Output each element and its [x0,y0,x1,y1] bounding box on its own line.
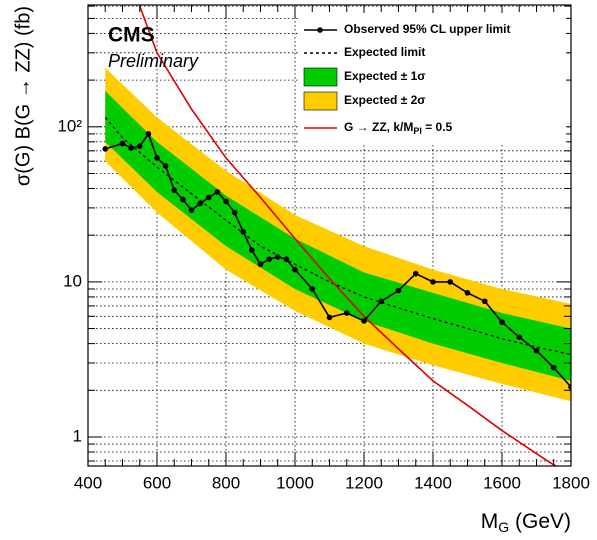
status-label: Preliminary [108,51,199,71]
legend-label: Expected ± 2σ [344,93,426,107]
marker [516,334,523,340]
marker [162,163,169,169]
marker [309,286,316,292]
x-tick-label: 1600 [483,473,521,492]
legend-marker [317,27,323,33]
x-tick-label: 1800 [552,473,590,492]
marker [136,143,143,149]
y-tick-label: 10 [63,271,82,290]
legend-box [298,13,566,145]
marker [499,319,505,325]
marker [188,207,195,213]
legend: Observed 95% CL upper limit Expected limi… [298,13,566,145]
x-tick-label: 800 [212,473,240,492]
legend-label-main: Expected ± 1σ [344,69,426,83]
marker [464,290,471,296]
x-axis-title-suffix: (GeV) [509,510,571,533]
marker [214,189,221,195]
legend-label-main: G → ZZ, k/M [344,120,413,134]
marker [257,261,264,268]
x-tick-label: 1000 [276,473,314,492]
x-axis-title-sub: G [498,519,509,535]
legend-label-suffix: = 0.5 [422,120,453,134]
marker [481,298,488,305]
line [105,132,571,388]
marker [249,247,255,254]
marker [326,314,333,321]
marker [395,287,402,294]
marker [378,298,385,305]
legend-label: Observed 95% CL upper limit [344,22,511,36]
marker [119,140,126,147]
marker [292,266,298,273]
x-axis-title-main: M [481,510,499,533]
marker [154,155,160,161]
y-tick-label: 1 [73,426,82,445]
band [105,91,571,381]
legend-label: Expected ± 1σ [344,69,426,83]
marker [533,347,540,354]
marker [180,196,186,203]
cms-label: CMS [108,24,155,47]
legend-label-main: Expected ± 2σ [344,93,426,107]
marker [274,254,281,260]
marker [343,310,350,316]
marker [550,364,557,371]
marker [231,209,238,216]
axes: 400 600 800 1000 1200 1400 1600 1800 1 10 10² [57,4,590,492]
x-axis-title: MG (GeV) [481,510,571,535]
y-axis-title: σ(G) B(G → ZZ) (fb) [12,6,34,186]
marker [412,270,419,277]
x-tick-label: 400 [74,473,102,492]
marker [197,200,203,207]
legend-label: G → ZZ, k/MPl = 0.5 [344,120,453,136]
x-tick-label: 600 [143,473,171,492]
marker [430,279,436,285]
marker [240,229,247,235]
legend-swatch [303,67,338,87]
legend-label: Expected limit [344,45,425,59]
marker [128,145,134,151]
marker [205,194,212,201]
legend-swatch [303,91,338,111]
marker [283,256,290,263]
marker [568,384,571,390]
legend-label-main: Expected limit [344,45,425,59]
marker [223,198,229,205]
line [138,5,557,466]
marker [145,131,152,137]
marker [171,187,178,194]
marker [102,146,109,152]
legend-label-main: Observed 95% CL upper limit [344,22,511,36]
x-tick-label: 1400 [414,473,452,492]
marker [447,279,454,285]
marker [266,256,272,263]
legend-label-sub: Pl [413,126,422,136]
x-tick-label: 1200 [345,473,383,492]
y-tick-label: 10² [57,116,82,135]
marker [361,318,367,324]
